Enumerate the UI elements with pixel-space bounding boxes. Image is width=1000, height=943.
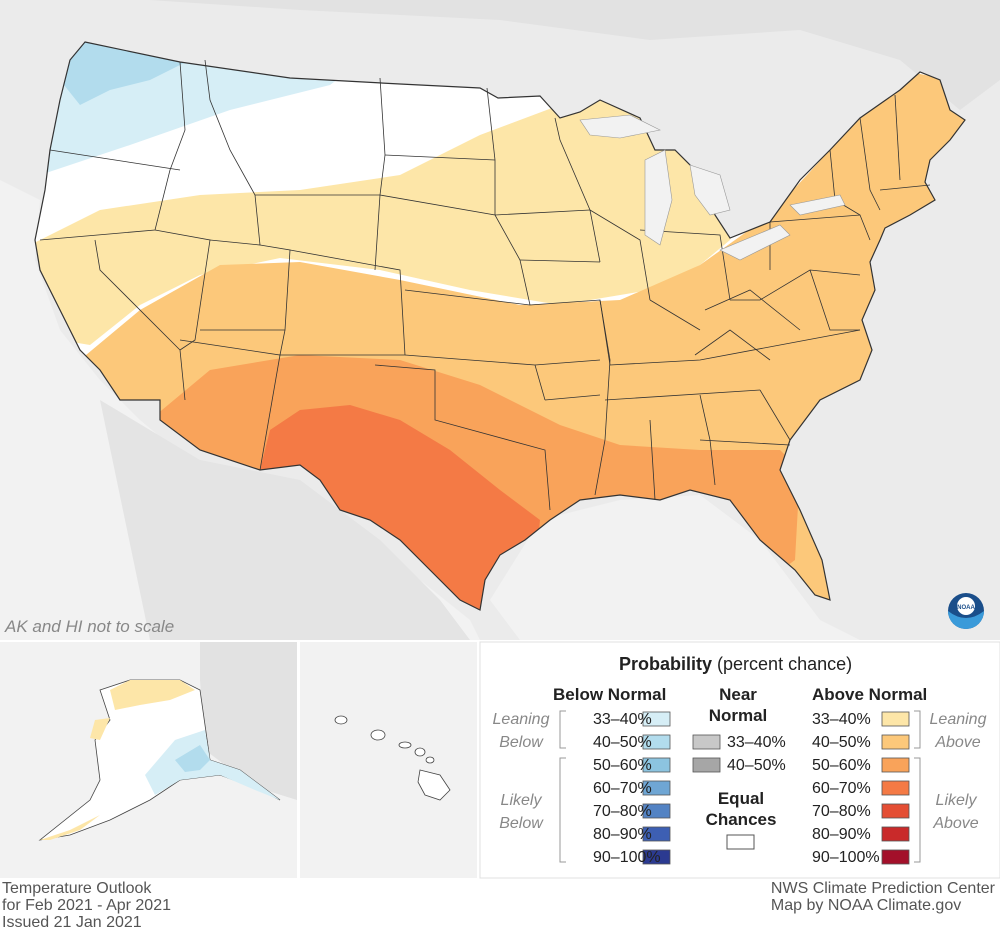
- above-bin-label-5: 80–90%: [812, 826, 871, 843]
- below-bin-swatch-0: [642, 711, 671, 727]
- likely-above-label-1: Likely: [936, 792, 978, 809]
- likely-below-label-2: Below: [499, 815, 544, 832]
- below-bin-swatch-4: [642, 803, 671, 819]
- leaning-above-label-2: Above: [934, 734, 980, 751]
- map-note: AK and HI not to scale: [4, 617, 174, 636]
- near-bin-label-0: 33–40%: [727, 734, 786, 751]
- below-bin-swatch-2: [642, 757, 671, 773]
- hawaii-inset: [300, 642, 477, 878]
- near-bin-label-1: 40–50%: [727, 757, 786, 774]
- near-normal-bins: 33–40% 40–50%: [692, 734, 786, 774]
- below-normal-bins: 33–40% 40–50% 50–60% 60–70% 70–80% 80–90% 90–1…: [593, 711, 671, 866]
- canada-land: [0, 0, 1000, 110]
- leaning-below-bracket: [559, 710, 566, 749]
- footer-producer: NWS Climate Prediction Center: [770, 880, 995, 897]
- likely-below-bracket: [559, 757, 566, 863]
- below-bin-label-3: 60–70%: [593, 780, 652, 797]
- equal-chances-heading-2: Chances: [706, 810, 777, 829]
- above-bin-swatch-6: [881, 849, 910, 865]
- leaning-above-bracket: [914, 710, 921, 749]
- below-bin-label-0: 33–40%: [593, 711, 652, 728]
- likely-above-label-2: Above: [932, 815, 978, 832]
- near-normal-heading-1: Near: [719, 685, 757, 704]
- below-bin-swatch-1: [642, 734, 671, 750]
- likely-above-bracket: [914, 757, 921, 863]
- footer-credits: NWS Climate Prediction Center Map by NOA…: [771, 880, 995, 914]
- above-bin-swatch-3: [881, 780, 910, 796]
- above-bin-label-2: 50–60%: [812, 757, 871, 774]
- band-above-33-40: [35, 90, 760, 345]
- mexico-land: [100, 400, 470, 640]
- above-bin-swatch-0: [881, 711, 910, 727]
- near-normal-heading-2: Normal: [709, 706, 768, 725]
- above-bin-label-6: 90–100%: [812, 849, 880, 866]
- below-bin-label-4: 70–80%: [593, 803, 652, 820]
- footer-issued: Issued 21 Jan 2021: [2, 914, 142, 931]
- below-bin-swatch-6: [642, 849, 671, 865]
- near-bin-swatch-0: [692, 734, 721, 750]
- below-bin-label-2: 50–60%: [593, 757, 652, 774]
- near-bin-swatch-1: [692, 757, 721, 773]
- above-normal-heading: Above Normal: [812, 685, 927, 704]
- gulf-of-mexico: [490, 495, 860, 640]
- above-bin-label-4: 70–80%: [812, 803, 871, 820]
- great-lakes: [579, 114, 846, 261]
- below-bin-swatch-5: [642, 826, 671, 842]
- footer-title: Temperature Outlook: [2, 880, 152, 897]
- above-bin-label-0: 33–40%: [812, 711, 871, 728]
- below-bin-label-5: 80–90%: [593, 826, 652, 843]
- footer-map-credit: Map by NOAA Climate.gov: [770, 897, 962, 914]
- likely-below-label-1: Likely: [501, 792, 543, 809]
- state-borders: [34, 41, 966, 611]
- below-bin-swatch-3: [642, 780, 671, 796]
- footer-period: for Feb 2021 - Apr 2021: [2, 897, 171, 914]
- above-bin-swatch-4: [881, 803, 910, 819]
- above-bin-swatch-2: [881, 757, 910, 773]
- legend-title: Probability (percent chance): [619, 654, 852, 674]
- leaning-above-label-1: Leaning: [930, 711, 987, 728]
- above-bin-label-3: 60–70%: [812, 780, 871, 797]
- above-bin-swatch-1: [881, 734, 910, 750]
- above-normal-bins: 33–40% 40–50% 50–60% 60–70% 70–80% 80–90% 90–1…: [812, 711, 910, 866]
- below-normal-heading: Below Normal: [553, 685, 666, 704]
- pacific-ocean: [0, 180, 480, 640]
- below-bin-label-6: 90–100%: [593, 849, 661, 866]
- above-bin-swatch-5: [881, 826, 910, 842]
- leaning-below-label-1: Leaning: [493, 711, 550, 728]
- above-bin-label-1: 40–50%: [812, 734, 871, 751]
- leaning-below-label-2: Below: [499, 734, 544, 751]
- alaska-inset: [0, 642, 297, 878]
- noaa-logo: NOAA: [948, 593, 984, 629]
- equal-chances-heading-1: Equal: [718, 789, 764, 808]
- footer-outlook-info: Temperature Outlook for Feb 2021 - Apr 2…: [2, 880, 171, 931]
- svg-text:NOAA: NOAA: [957, 605, 975, 611]
- equal-chances-swatch: [726, 834, 755, 850]
- below-bin-label-1: 40–50%: [593, 734, 652, 751]
- legend-panel: Probability (percent chance) Below Norma…: [479, 641, 1000, 879]
